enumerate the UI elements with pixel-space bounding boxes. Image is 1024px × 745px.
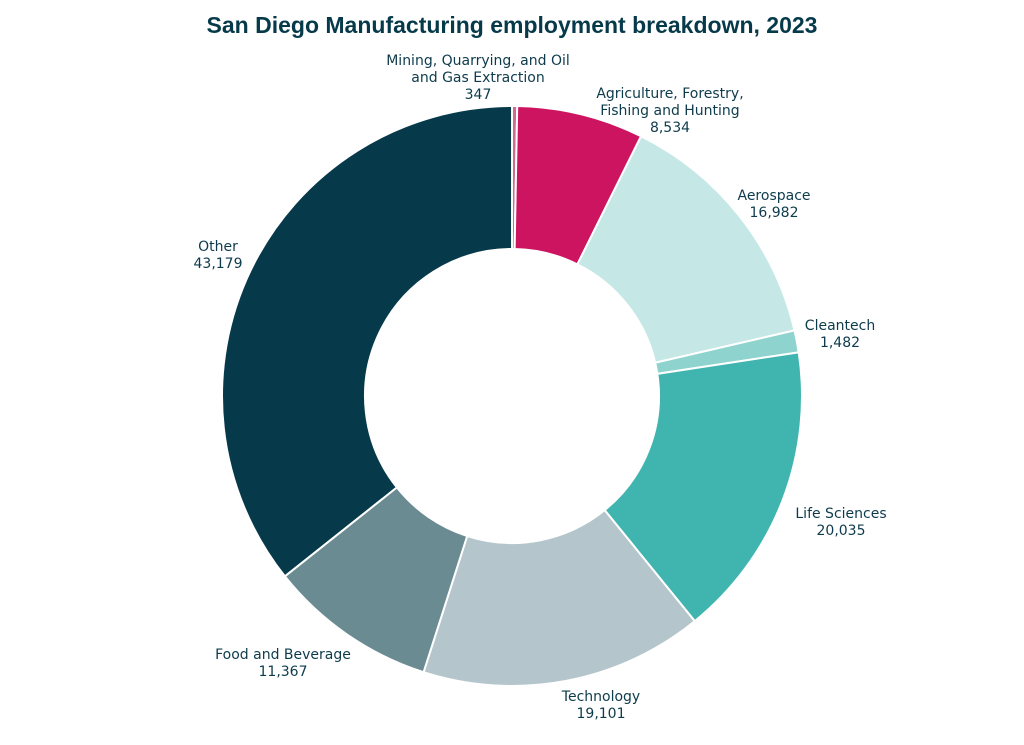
slice-name-7-0: Other [198,239,238,255]
slice-name-0-1: and Gas Extraction [411,70,544,86]
slice-value-7: 43,179 [194,256,243,272]
slice-value-1: 8,534 [650,120,690,136]
slice-name-4-0: Life Sciences [795,506,886,522]
slice-name-3-0: Cleantech [805,318,875,334]
chart-title: San Diego Manufacturing employment break… [206,12,818,38]
slice-name-1-0: Agriculture, Forestry, [596,86,743,102]
slice-value-0: 347 [465,87,492,103]
slice-name-2-0: Aerospace [737,188,810,204]
slice-label-1: Agriculture, Forestry,Fishing and Huntin… [596,86,743,136]
slice-2 [576,134,796,364]
slice-value-2: 16,982 [750,205,799,221]
slice-value-3: 1,482 [820,335,860,351]
slice-value-5: 19,101 [577,706,626,722]
slice-7 [221,104,513,578]
slice-name-1-1: Fishing and Hunting [600,103,739,119]
slice-value-4: 20,035 [817,523,866,539]
slice-name-0-0: Mining, Quarrying, and Oil [386,53,570,69]
slice-name-6-0: Food and Beverage [215,647,351,663]
slice-value-6: 11,367 [259,664,308,680]
slice-4 [603,351,803,623]
slice-name-5-0: Technology [561,689,640,705]
slice-5 [422,508,697,687]
